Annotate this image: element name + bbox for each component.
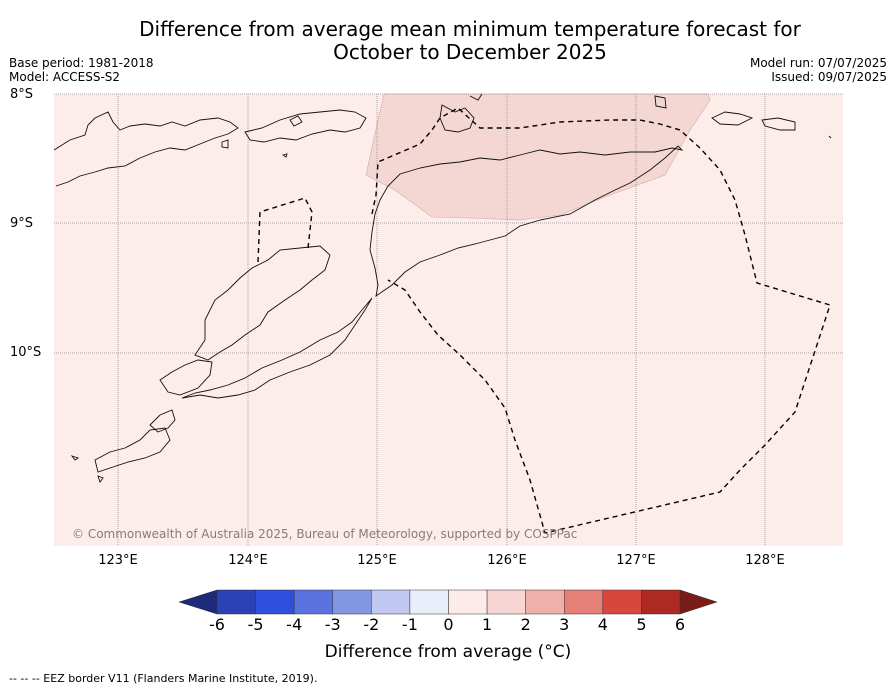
colorbar-cell — [448, 589, 488, 615]
colorbar-tick-label: -1 — [401, 615, 418, 634]
lon-label-124e: 124°E — [228, 553, 268, 568]
lon-label-125e: 125°E — [357, 553, 397, 568]
colorbar-tick-label: -2 — [363, 615, 380, 634]
issued-date: Issued: 09/07/2025 — [771, 70, 887, 84]
colorbar — [178, 589, 718, 615]
colorbar-cell — [255, 589, 295, 615]
run-info: Model run: 07/07/2025 Issued: 09/07/2025 — [750, 56, 887, 84]
colorbar-cell — [641, 589, 681, 615]
model-name: Model: ACCESS-S2 — [9, 70, 121, 84]
colorbar-tick-label: 2 — [520, 615, 531, 634]
colorbar-tick-label: 6 — [674, 615, 686, 634]
colorbar-tick-label: 3 — [559, 615, 570, 634]
colorbar-tick-label: -5 — [247, 615, 264, 634]
colorbar-tick-label: 5 — [636, 615, 647, 634]
colorbar-tick-label: 0 — [443, 615, 454, 634]
lat-label-8s: 8°S — [10, 87, 34, 102]
title-line-2: October to December 2025 — [333, 40, 607, 64]
colorbar-cell — [564, 589, 604, 615]
map-title: Difference from average mean minimum tem… — [0, 18, 896, 64]
colorbar-tick-label: 1 — [481, 615, 493, 634]
lon-label-126e: 126°E — [487, 553, 527, 568]
colorbar-cell — [409, 589, 449, 615]
colorbar-tick-label: -3 — [324, 615, 341, 634]
eez-legend-note: -- -- -- EEZ border V11 (Flanders Marine… — [9, 672, 318, 685]
base-info: Base period: 1981-2018 Model: ACCESS-S2 — [9, 56, 154, 84]
copyright-notice: © Commonwealth of Australia 2025, Bureau… — [72, 527, 578, 541]
coastlines — [53, 93, 832, 483]
model-run: Model run: 07/07/2025 — [749, 56, 887, 70]
colorbar-over-triangle — [679, 589, 718, 615]
colorbar-cell — [216, 589, 256, 615]
colorbar-tick-label: -6 — [209, 615, 225, 634]
colorbar-cell — [486, 589, 526, 615]
lat-label-9s: 9°S — [10, 216, 34, 231]
lat-label-10s: 10°S — [10, 345, 42, 360]
lon-label-127e: 127°E — [616, 553, 656, 568]
colorbar-tick-label: -4 — [286, 615, 303, 634]
colorbar-cell — [525, 589, 565, 615]
gridlines — [54, 93, 843, 546]
colorbar-cell — [293, 589, 333, 615]
colorbar-tick-label: 4 — [597, 615, 608, 634]
lon-label-128e: 128°E — [745, 553, 785, 568]
colorbar-cell — [602, 589, 642, 615]
colorbar-cell — [332, 589, 372, 615]
colorbar-label: Difference from average (°C) — [324, 642, 572, 662]
colorbar-under-triangle — [178, 589, 218, 615]
lon-label-123e: 123°E — [98, 553, 138, 568]
anomaly-patch — [365, 93, 711, 221]
title-line-1: Difference from average mean minimum tem… — [139, 17, 801, 41]
base-period: Base period: 1981-2018 — [9, 56, 154, 70]
colorbar-cell — [371, 589, 411, 615]
